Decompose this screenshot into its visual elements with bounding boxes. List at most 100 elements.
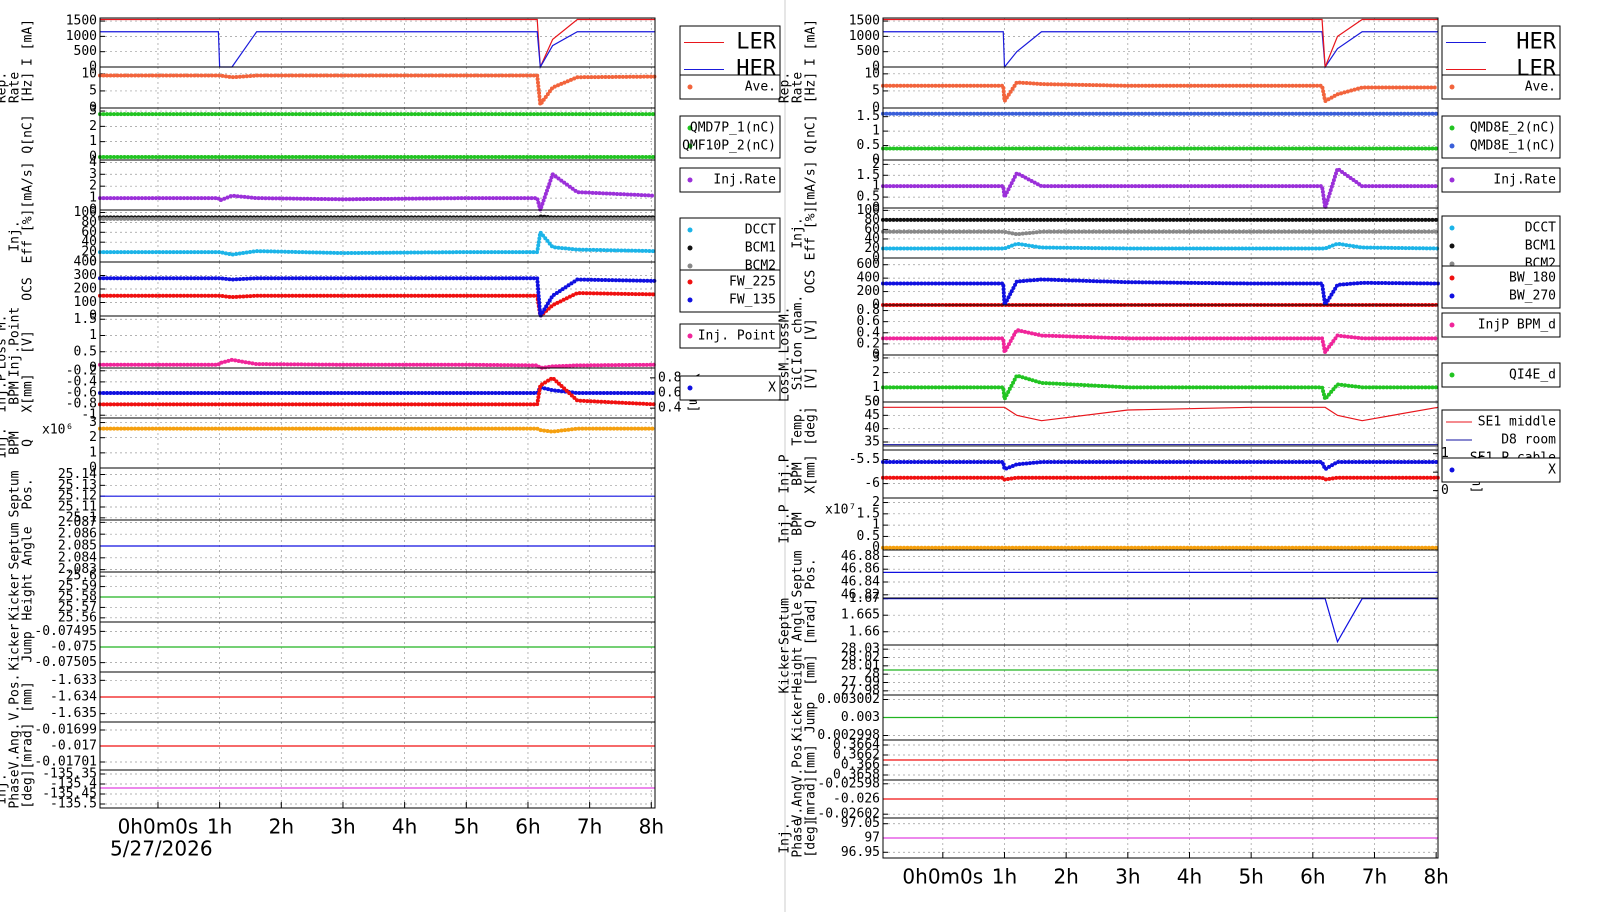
- y-tick-label: 40: [864, 421, 880, 436]
- legend-box: [679, 375, 781, 401]
- y-axis-label: LossM.: [778, 307, 793, 354]
- y-axis-label: Angle: [21, 526, 36, 565]
- legend-marker: [687, 279, 693, 285]
- legend-marker: [1449, 125, 1455, 131]
- y-axis-label: BPM: [8, 381, 23, 405]
- legend-marker: [1449, 243, 1455, 249]
- y-tick-label: -0.2: [66, 363, 97, 378]
- series-line: [881, 373, 1440, 406]
- y-tick-label: 10: [864, 66, 880, 81]
- y-axis-label: Jump: [21, 631, 36, 662]
- y-tick-label: 1.5: [74, 312, 97, 327]
- y-axis-label: OCS: [21, 277, 36, 300]
- y-tick-label: 80: [864, 212, 880, 227]
- y-tick-label: 28.03: [841, 642, 880, 657]
- y-axis-label: [mrad]: [804, 598, 819, 645]
- y-axis-label: Eff [%]: [804, 206, 819, 261]
- panel-frame: [882, 817, 1439, 859]
- y-tick-label: -0.6: [66, 386, 97, 401]
- y-tick-label: -1.634: [50, 690, 97, 705]
- y-tick-label: 0: [89, 255, 97, 270]
- y-tick-label: 600: [857, 257, 880, 272]
- legend-label: SE1 middle: [1478, 415, 1556, 430]
- y-tick-label: 40: [864, 231, 880, 246]
- y-tick-label: 2: [89, 179, 97, 194]
- y-tick-label: -6: [864, 476, 880, 491]
- series-line: [98, 426, 657, 434]
- y-axis-label: Q: [804, 520, 819, 528]
- x-tick-label: 3h: [1115, 865, 1140, 889]
- legend-marker: [687, 297, 693, 303]
- y-axis-label: Pos.: [804, 558, 819, 589]
- y-tick-label: 100: [74, 205, 97, 220]
- legend-box: [1441, 362, 1561, 388]
- y-axis-label: V.Pos.: [791, 737, 806, 784]
- y-axis-label: Rep.: [778, 72, 793, 103]
- y-tick-label: -0.02598: [817, 776, 880, 791]
- y-tick-label: 1.66: [849, 624, 880, 639]
- y-tick-label: 20: [81, 245, 97, 260]
- y-tick-label: 1.5: [857, 109, 880, 124]
- y-tick-label: 25.59: [58, 579, 97, 594]
- y-axis-label: Inj.: [791, 217, 806, 248]
- y-tick-label: 2.084: [58, 550, 97, 565]
- y-axis-label: Eff [%]: [21, 209, 36, 264]
- y-tick-label: -0.026: [833, 792, 880, 807]
- x-tick-label: 6h: [1300, 865, 1325, 889]
- y-tick-label: 100: [74, 295, 97, 310]
- x-tick-label: 5h: [454, 815, 479, 839]
- y-tick-label: 25.14: [58, 467, 97, 482]
- y-tick-label: 1: [872, 380, 880, 395]
- y-axis-label: Rate: [8, 72, 23, 103]
- x-tick-label: 7h: [1362, 865, 1387, 889]
- y-axis-label: [V]: [804, 367, 819, 390]
- y-axis-label: [mm]: [21, 681, 36, 712]
- legend-marker: [687, 385, 693, 391]
- x-tick-label: 1h: [207, 815, 232, 839]
- y-tick-label: 2.087: [58, 515, 97, 530]
- y-tick-label: 0.366: [841, 758, 880, 773]
- y-axis-label: Ion cham.: [791, 295, 806, 365]
- legend-label: InjP BPM_d: [1478, 318, 1556, 333]
- y-tick-label: -5.5: [849, 452, 880, 467]
- y-axis-label: V.Pos.: [8, 674, 23, 721]
- y-tick-label: -1: [81, 408, 97, 423]
- y-tick-label: 400: [857, 271, 880, 286]
- series-line: [881, 475, 1440, 482]
- series-line: [100, 18, 655, 68]
- y-tick-label: 200: [74, 282, 97, 297]
- x-tick-label: 8h: [1423, 865, 1448, 889]
- y-axis-label: SiC: [791, 367, 806, 390]
- legend-marker: [1449, 275, 1455, 281]
- y-axis-label: V.Ang.: [8, 723, 23, 770]
- y-tick-label: 3: [89, 167, 97, 182]
- legend-box: [679, 74, 781, 100]
- y-tick-label: 25.13: [58, 478, 97, 493]
- legend-label: LER: [736, 30, 776, 55]
- y-axis-label: Rate: [791, 72, 806, 103]
- y-tick-label: 300: [74, 268, 97, 283]
- y-tick-label: 60: [81, 225, 97, 240]
- x-tick-label: 3h: [330, 815, 355, 839]
- y-tick-label: 0.003: [841, 710, 880, 725]
- y-axis-label: I [mA]: [21, 19, 36, 66]
- legend-marker: [687, 143, 693, 149]
- legend-label: BW_180: [1509, 271, 1556, 286]
- series-line: [98, 385, 657, 395]
- y-axis-label: [mm]: [804, 654, 819, 685]
- y-axis-label: Inj.P: [778, 504, 793, 543]
- legend-marker: [1449, 177, 1455, 183]
- legend-marker: [687, 227, 693, 233]
- legend-label: Ave.: [1525, 80, 1556, 95]
- y-tick-label: -0.07505: [34, 655, 97, 670]
- y-tick-label: 0: [872, 153, 880, 168]
- legend-label: X: [1548, 463, 1556, 478]
- y-tick-label: 2: [872, 157, 880, 172]
- series-line: [881, 241, 1440, 251]
- x-tick-label: 2h: [269, 815, 294, 839]
- legend-label: QMF10P_2(nC): [682, 139, 776, 154]
- y-axis-label: BPM: [8, 431, 23, 455]
- y-tick-label: 400: [74, 255, 97, 270]
- y2-tick-label: 0.6: [658, 386, 681, 401]
- legend-label: QMD8E_1(nC): [1470, 139, 1556, 154]
